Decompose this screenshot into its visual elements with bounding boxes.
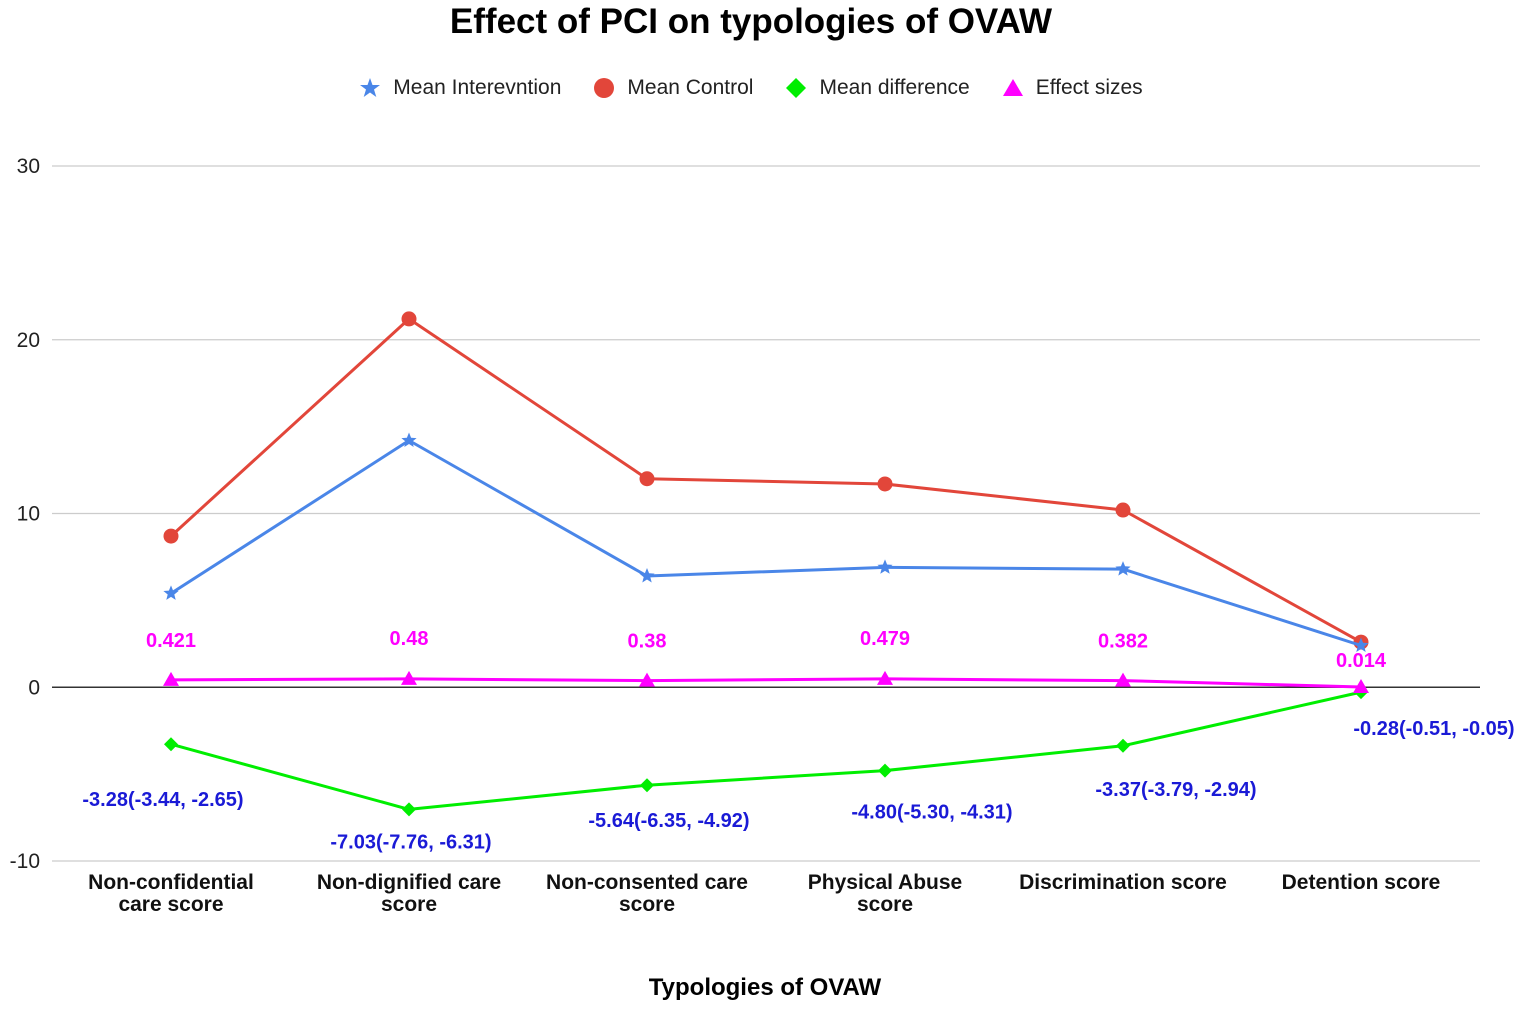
legend-item-mean-intervention[interactable]: Mean Interevntion xyxy=(359,76,561,100)
effect-size-label: 0.382 xyxy=(1098,631,1148,653)
control-point xyxy=(163,528,179,544)
intervention-line xyxy=(170,439,1362,647)
effect-size-label: 0.421 xyxy=(146,630,196,652)
difference-point xyxy=(1116,738,1130,753)
difference-line xyxy=(170,690,1362,811)
legend-label: Mean Control xyxy=(627,76,754,99)
control-point xyxy=(401,311,417,327)
legend-label: Effect sizes xyxy=(1035,76,1143,99)
legend-item-mean-difference[interactable]: Mean difference xyxy=(785,76,970,100)
mean-difference-label: -4.80(-5.30, -4.31) xyxy=(851,802,1012,824)
control-point xyxy=(639,471,655,487)
x-tick-label: Physical Abuse score xyxy=(808,871,962,916)
label-layer: Non-confidential care score Non-dignified … xyxy=(82,628,1514,916)
x-tick-label-line: Non-dignified care xyxy=(317,871,501,894)
mean-difference-label: -7.03(-7.76, -6.31) xyxy=(330,831,491,853)
effect-size-point xyxy=(877,670,893,685)
effect-size-point xyxy=(163,671,179,686)
intervention-point xyxy=(639,568,655,583)
effect-size-point xyxy=(401,670,417,685)
y-tick-label: 20 xyxy=(17,329,40,352)
effect-size-label: 0.48 xyxy=(390,628,429,650)
effect-size-label: 0.479 xyxy=(860,628,910,650)
y-tick-label: 10 xyxy=(17,503,40,526)
difference-point xyxy=(878,763,892,778)
control-line xyxy=(169,317,1362,644)
x-tick-label-line: Discrimination score xyxy=(1019,871,1227,894)
x-tick-label-line: care score xyxy=(118,893,223,916)
legend-label: Mean Interevntion xyxy=(393,76,562,99)
intervention-point xyxy=(877,559,893,574)
x-tick-label: Non-dignified care score xyxy=(317,871,501,916)
series-group xyxy=(163,670,1369,694)
x-axis-title: Typologies of OVAW xyxy=(648,974,882,1001)
y-tick-label: -10 xyxy=(10,850,40,873)
difference-point xyxy=(640,778,654,793)
series-group xyxy=(163,432,1369,652)
legend-item-mean-control[interactable]: Mean Control xyxy=(593,76,753,100)
difference-point xyxy=(164,737,178,752)
mean-difference-label: -0.28(-0.51, -0.05) xyxy=(1353,718,1514,740)
intervention-point xyxy=(401,432,417,447)
triangle-marker-icon xyxy=(1002,79,1023,96)
x-tick-label-line: score xyxy=(381,893,437,916)
effect-size-point xyxy=(639,672,655,687)
x-tick-label-line: Detention score xyxy=(1282,871,1441,894)
x-tick-label-line: Physical Abuse xyxy=(808,871,962,894)
legend-item-effect-sizes[interactable]: Effect sizes xyxy=(1002,76,1143,100)
x-tick-label: Non-confidential care score xyxy=(88,871,254,916)
y-tick-label: 0 xyxy=(28,676,40,699)
x-tick-label-line: Non-consented care xyxy=(546,871,748,894)
intervention-point xyxy=(1353,637,1369,652)
circle-marker-icon xyxy=(594,78,615,98)
mean-difference-label: -3.28(-3.44, -2.65) xyxy=(82,789,243,811)
effect-size-label: 0.38 xyxy=(628,631,667,653)
control-point xyxy=(877,476,893,492)
difference-point xyxy=(402,802,416,817)
mean-difference-label: -3.37(-3.79, -2.94) xyxy=(1095,779,1256,801)
x-tick-label-line: Non-confidential xyxy=(88,871,254,894)
chart-title: Effect of PCI on typologies of OVAW xyxy=(449,2,1053,41)
chart-legend: Mean Interevntion Mean Control Mean diff… xyxy=(0,76,1502,100)
x-tick-label: Detention score xyxy=(1282,871,1441,894)
intervention-point xyxy=(163,585,179,600)
diamond-marker-icon xyxy=(786,78,807,98)
intervention-point xyxy=(1115,561,1131,576)
x-tick-label-line: score xyxy=(857,893,913,916)
star-marker-icon xyxy=(360,78,381,97)
legend-label: Mean difference xyxy=(819,76,970,99)
series-group xyxy=(164,685,1368,817)
effect-size-line xyxy=(170,677,1362,689)
control-point xyxy=(1115,502,1131,518)
effect-size-label: 0.014 xyxy=(1336,650,1387,672)
x-tick-label: Discrimination score xyxy=(1019,871,1227,894)
mean-difference-label: -5.64(-6.35, -4.92) xyxy=(588,810,749,832)
series-layer xyxy=(163,311,1369,817)
effect-size-point xyxy=(1353,679,1369,694)
effect-size-point xyxy=(1115,672,1131,687)
y-tick-label: 30 xyxy=(17,155,40,178)
x-tick-label: Non-consented care score xyxy=(546,871,748,916)
x-tick-label-line: score xyxy=(619,893,675,916)
grid-layer: 30 20 10 0 -10 xyxy=(10,155,1480,873)
